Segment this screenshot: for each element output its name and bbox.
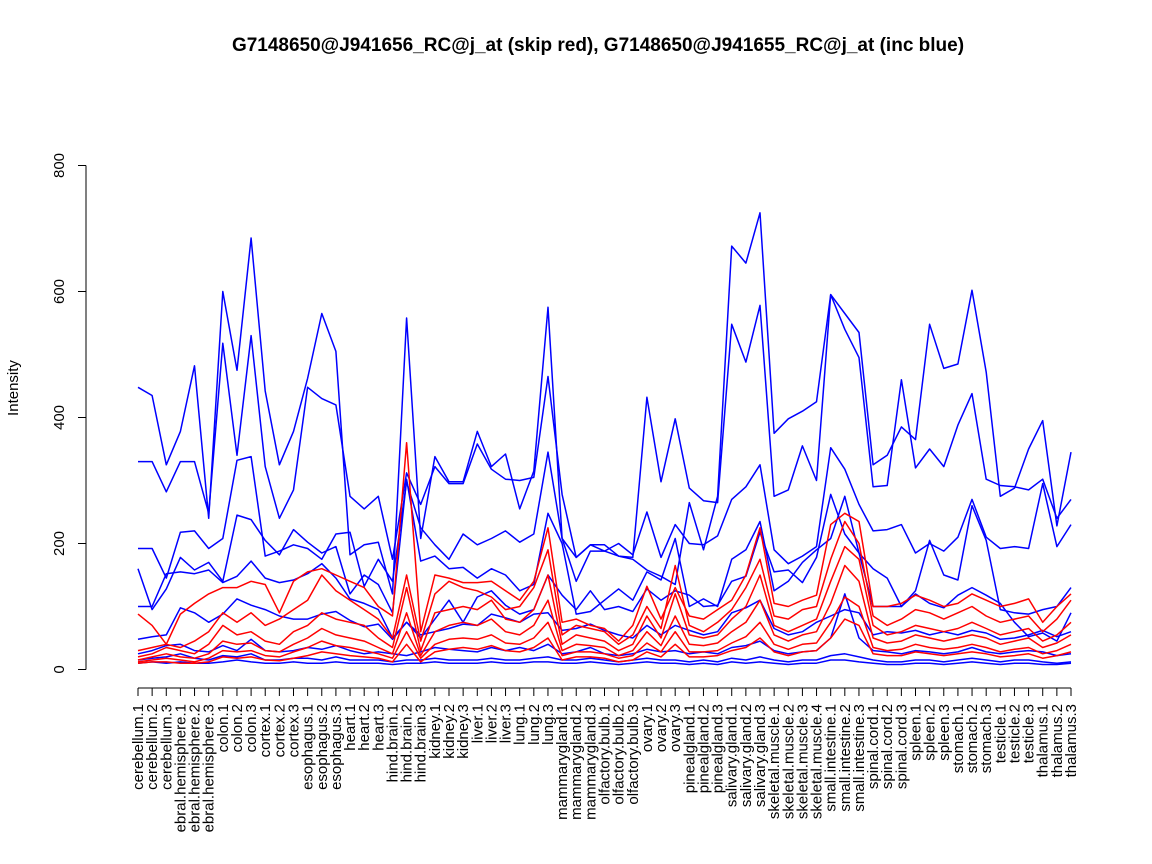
x-tick-label: small.intestine.1 bbox=[823, 704, 840, 812]
x-tick-label: spleen.3 bbox=[936, 704, 953, 761]
y-tick-label: 400 bbox=[51, 405, 68, 430]
x-tick-label: salivary.gland.2 bbox=[738, 704, 755, 807]
x-tick-label: salivary.gland.1 bbox=[724, 704, 741, 807]
x-tick-label: ovary.2 bbox=[653, 704, 670, 752]
x-tick-label: cerebellum.3 bbox=[158, 704, 175, 790]
x-tick-label: stomach.3 bbox=[978, 704, 995, 773]
x-tick-label: hind.brain.1 bbox=[384, 704, 401, 782]
x-tick-label: cerebellum.1 bbox=[130, 704, 147, 790]
x-tick-label: ovary.1 bbox=[639, 704, 656, 752]
x-tick-label: heart.1 bbox=[342, 704, 359, 751]
x-tick-label: kidney.2 bbox=[441, 704, 458, 759]
x-tick-label: thalamus.2 bbox=[1049, 704, 1066, 777]
x-tick-label: skeletal.muscle.2 bbox=[780, 704, 797, 819]
x-tick-label: testicle.3 bbox=[1021, 704, 1038, 763]
series-line-inc-4 bbox=[137, 478, 1072, 615]
x-tick-label: lung.3 bbox=[540, 704, 557, 745]
x-tick-label: small.intestine.2 bbox=[837, 704, 854, 812]
x-tick-label: hind.brain.3 bbox=[413, 704, 430, 782]
x-tick-label: colon.3 bbox=[243, 704, 260, 752]
x-tick-label: spleen.2 bbox=[922, 704, 939, 761]
x-tick-label: olfactory.bulb.2 bbox=[611, 704, 628, 805]
x-tick-label: thalamus.3 bbox=[1063, 704, 1080, 777]
series-line-skip-3 bbox=[137, 545, 1072, 658]
series-line-skip-1 bbox=[137, 441, 1072, 646]
x-tick-label: ebral.hemisphere.2 bbox=[187, 704, 204, 832]
x-tick-label: colon.2 bbox=[229, 704, 246, 752]
x-tick-label: mammarygland.3 bbox=[582, 704, 599, 820]
y-tick-label: 200 bbox=[51, 531, 68, 556]
x-tick-label: salivary.gland.3 bbox=[752, 704, 769, 807]
x-tick-label: mammarygland.1 bbox=[554, 704, 571, 820]
x-tick-label: olfactory.bulb.3 bbox=[625, 704, 642, 805]
x-tick-label: testicle.2 bbox=[1006, 704, 1023, 763]
x-tick-label: pinealgland.3 bbox=[710, 704, 727, 793]
x-tick-label: lung.2 bbox=[526, 704, 543, 745]
y-axis-label: Intensity bbox=[5, 360, 22, 416]
x-tick-label: esophagus.1 bbox=[300, 704, 317, 790]
series-line-skip-6 bbox=[137, 618, 1072, 664]
x-tick-label: liver.2 bbox=[483, 704, 500, 743]
x-tick-label: hind.brain.2 bbox=[399, 704, 416, 782]
x-tick-label: spleen.1 bbox=[908, 704, 925, 761]
x-tick-label: skeletal.muscle.4 bbox=[809, 704, 826, 819]
x-tick-label: cerebellum.2 bbox=[144, 704, 161, 790]
series-line-inc-2 bbox=[138, 293, 1072, 561]
x-tick-label: liver.3 bbox=[498, 704, 515, 743]
series-line-skip-2 bbox=[137, 520, 1072, 652]
x-tick-label: spinal.cord.1 bbox=[865, 704, 882, 789]
x-tick-label: ebral.hemisphere.3 bbox=[201, 704, 218, 832]
series-line-inc-6 bbox=[137, 598, 1072, 641]
y-axis: 0 200 400 600 800 bbox=[51, 153, 87, 674]
series-line-skip-4 bbox=[137, 564, 1072, 661]
x-tick-label: cortex.2 bbox=[271, 704, 288, 757]
series-line-inc-1 bbox=[137, 212, 1072, 595]
series-line-skip-5 bbox=[137, 596, 1072, 663]
x-tick-label: spinal.cord.2 bbox=[879, 704, 896, 789]
x-tick-label: cortex.3 bbox=[286, 704, 303, 757]
series-lines bbox=[137, 212, 1072, 666]
x-tick-label: cortex.1 bbox=[257, 704, 274, 757]
x-tick-label: kidney.1 bbox=[427, 704, 444, 759]
x-tick-label: pinealgland.1 bbox=[681, 704, 698, 793]
y-tick-label: 600 bbox=[51, 279, 68, 304]
x-tick-label: ebral.hemisphere.1 bbox=[172, 704, 189, 832]
x-tick-label: stomach.2 bbox=[964, 704, 981, 773]
x-axis: cerebellum.1cerebellum.2cerebellum.3ebra… bbox=[130, 687, 1080, 832]
x-tick-label: thalamus.1 bbox=[1035, 704, 1052, 777]
series-line-inc-9 bbox=[137, 659, 1072, 666]
x-tick-label: mammarygland.2 bbox=[568, 704, 585, 820]
x-tick-label: skeletal.muscle.3 bbox=[794, 704, 811, 819]
x-tick-label: olfactory.bulb.1 bbox=[597, 704, 614, 805]
x-tick-label: esophagus.2 bbox=[314, 704, 331, 790]
x-tick-label: stomach.1 bbox=[950, 704, 967, 773]
x-tick-label: skeletal.muscle.1 bbox=[766, 704, 783, 819]
x-tick-label: lung.1 bbox=[512, 704, 529, 745]
x-tick-label: heart.3 bbox=[370, 704, 387, 751]
chart-title: G7148650@J941656_RC@j_at (skip red), G71… bbox=[232, 35, 964, 56]
y-tick-label: 800 bbox=[51, 153, 68, 178]
series-line-inc-3 bbox=[138, 446, 1072, 588]
x-tick-label: pinealgland.2 bbox=[695, 704, 712, 793]
series-line-inc-5 bbox=[138, 493, 1072, 642]
x-tick-label: small.intestine.3 bbox=[851, 704, 868, 812]
x-tick-label: spinal.cord.3 bbox=[893, 704, 910, 789]
x-tick-label: ovary.3 bbox=[667, 704, 684, 752]
x-tick-label: esophagus.3 bbox=[328, 704, 345, 790]
y-tick-label: 0 bbox=[51, 665, 68, 673]
x-tick-label: kidney.3 bbox=[455, 704, 472, 759]
x-tick-label: heart.2 bbox=[356, 704, 373, 751]
x-tick-label: testicle.1 bbox=[992, 704, 1009, 763]
x-tick-label: colon.1 bbox=[215, 704, 232, 752]
x-tick-label: liver.1 bbox=[469, 704, 486, 743]
